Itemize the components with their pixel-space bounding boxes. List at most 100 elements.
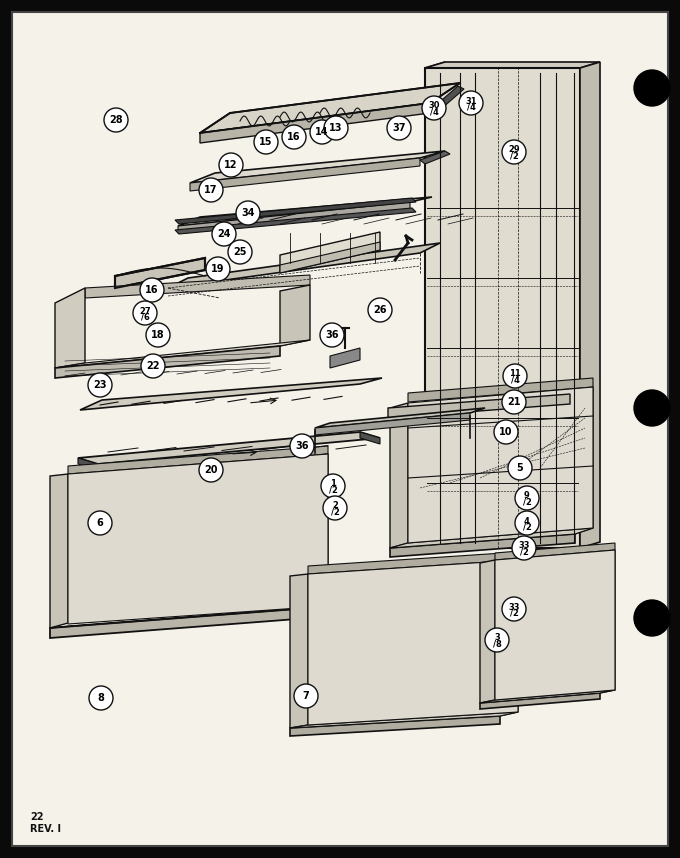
Polygon shape: [50, 474, 68, 628]
Polygon shape: [425, 62, 445, 548]
Circle shape: [503, 364, 527, 388]
Circle shape: [236, 201, 260, 225]
Circle shape: [228, 240, 252, 264]
Polygon shape: [290, 716, 500, 736]
Text: 9: 9: [524, 492, 530, 500]
Text: 29: 29: [508, 146, 520, 154]
Circle shape: [290, 434, 314, 458]
Polygon shape: [408, 387, 593, 543]
Circle shape: [219, 153, 243, 177]
Polygon shape: [12, 12, 668, 846]
Text: 5: 5: [517, 463, 524, 473]
Polygon shape: [290, 574, 308, 728]
Text: 22: 22: [30, 812, 44, 822]
Text: 3: 3: [494, 633, 500, 643]
Polygon shape: [420, 151, 450, 164]
Text: 37: 37: [392, 123, 406, 133]
Polygon shape: [190, 158, 420, 191]
Circle shape: [634, 600, 670, 636]
Polygon shape: [495, 543, 615, 560]
Circle shape: [485, 628, 509, 652]
Text: 26: 26: [373, 305, 387, 315]
Text: /2: /2: [330, 507, 339, 517]
Circle shape: [634, 390, 670, 426]
Text: 20: 20: [204, 465, 218, 475]
Circle shape: [323, 496, 347, 520]
Text: /6: /6: [141, 312, 150, 322]
Circle shape: [310, 120, 334, 144]
Polygon shape: [308, 552, 518, 574]
Text: 25: 25: [233, 247, 247, 257]
Text: /8: /8: [492, 639, 501, 649]
Text: 12: 12: [224, 160, 238, 170]
Polygon shape: [580, 62, 600, 548]
Polygon shape: [175, 198, 416, 224]
Circle shape: [324, 116, 348, 140]
Text: 16: 16: [287, 132, 301, 142]
Polygon shape: [280, 232, 380, 273]
Circle shape: [634, 70, 670, 106]
Circle shape: [254, 130, 278, 154]
Polygon shape: [480, 560, 495, 703]
Text: 15: 15: [259, 137, 273, 147]
Text: 8: 8: [97, 693, 105, 703]
Text: 11: 11: [509, 370, 521, 378]
Polygon shape: [55, 340, 310, 368]
Circle shape: [141, 354, 165, 378]
Polygon shape: [575, 387, 593, 534]
Text: /2: /2: [328, 486, 337, 494]
Circle shape: [502, 140, 526, 164]
Text: 10: 10: [499, 427, 513, 437]
Text: 33: 33: [508, 602, 520, 612]
Text: /2: /2: [509, 608, 518, 618]
Polygon shape: [435, 86, 464, 109]
Text: 2: 2: [332, 501, 338, 511]
Circle shape: [89, 686, 113, 710]
Polygon shape: [480, 693, 600, 709]
Polygon shape: [178, 197, 432, 226]
Text: 21: 21: [507, 397, 521, 407]
Text: 31: 31: [465, 96, 477, 106]
Polygon shape: [68, 446, 328, 474]
Circle shape: [282, 125, 306, 149]
Polygon shape: [68, 454, 328, 624]
Circle shape: [321, 474, 345, 498]
Text: /2: /2: [509, 152, 518, 160]
Text: /4: /4: [430, 107, 439, 117]
Text: 13: 13: [329, 123, 343, 133]
Polygon shape: [280, 285, 310, 346]
Circle shape: [199, 458, 223, 482]
Polygon shape: [190, 151, 445, 183]
Polygon shape: [390, 403, 408, 548]
Circle shape: [212, 222, 236, 246]
Circle shape: [199, 178, 223, 202]
Circle shape: [140, 278, 164, 302]
Polygon shape: [390, 528, 593, 548]
Text: /4: /4: [511, 376, 520, 384]
Circle shape: [387, 116, 411, 140]
Text: 7: 7: [303, 691, 309, 701]
Text: 36: 36: [325, 330, 339, 340]
Text: /2: /2: [520, 547, 528, 557]
Polygon shape: [480, 690, 615, 703]
Circle shape: [459, 91, 483, 115]
Text: 16: 16: [146, 285, 158, 295]
Text: 14: 14: [316, 127, 328, 137]
Text: 22: 22: [146, 361, 160, 371]
Circle shape: [515, 511, 539, 535]
Text: /4: /4: [466, 102, 475, 112]
Text: 19: 19: [211, 264, 225, 274]
Text: 18: 18: [151, 330, 165, 340]
Text: 28: 28: [109, 115, 123, 125]
Polygon shape: [50, 608, 310, 638]
Text: 36: 36: [295, 441, 309, 451]
Polygon shape: [390, 534, 575, 557]
Circle shape: [294, 684, 318, 708]
Circle shape: [422, 96, 446, 120]
Text: 17: 17: [204, 185, 218, 195]
Polygon shape: [78, 432, 380, 464]
Circle shape: [88, 511, 112, 535]
Polygon shape: [168, 243, 440, 288]
Circle shape: [515, 486, 539, 510]
Text: 24: 24: [217, 229, 231, 239]
